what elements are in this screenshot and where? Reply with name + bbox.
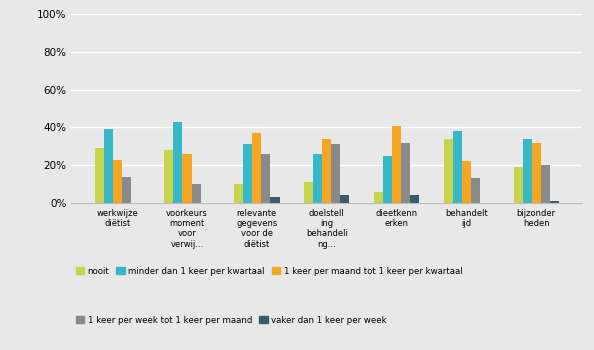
Bar	[392, 126, 401, 203]
Bar	[532, 142, 541, 203]
Bar	[192, 184, 201, 203]
Bar	[270, 197, 280, 203]
Bar	[340, 195, 349, 203]
Legend: 1 keer per week tot 1 keer per maand, vaker dan 1 keer per week: 1 keer per week tot 1 keer per maand, va…	[75, 316, 387, 325]
Bar	[103, 129, 113, 203]
Bar	[304, 182, 313, 203]
Bar	[173, 122, 182, 203]
Bar	[182, 154, 192, 203]
Bar	[252, 133, 261, 203]
Bar	[453, 131, 462, 203]
Bar	[165, 150, 173, 203]
Bar	[261, 154, 270, 203]
Bar	[471, 178, 480, 203]
Bar	[122, 176, 131, 203]
Bar	[244, 145, 252, 203]
Bar	[444, 139, 453, 203]
Bar	[410, 195, 419, 203]
Bar	[94, 148, 103, 203]
Bar	[234, 184, 244, 203]
Bar	[513, 167, 523, 203]
Bar	[550, 201, 559, 203]
Bar	[523, 139, 532, 203]
Bar	[401, 142, 410, 203]
Legend: nooit, minder dan 1 keer per kwartaal, 1 keer per maand tot 1 keer per kwartaal: nooit, minder dan 1 keer per kwartaal, 1…	[75, 267, 462, 276]
Bar	[313, 154, 322, 203]
Bar	[383, 156, 392, 203]
Bar	[541, 165, 550, 203]
Bar	[331, 145, 340, 203]
Bar	[462, 161, 471, 203]
Bar	[374, 192, 383, 203]
Bar	[322, 139, 331, 203]
Bar	[113, 160, 122, 203]
